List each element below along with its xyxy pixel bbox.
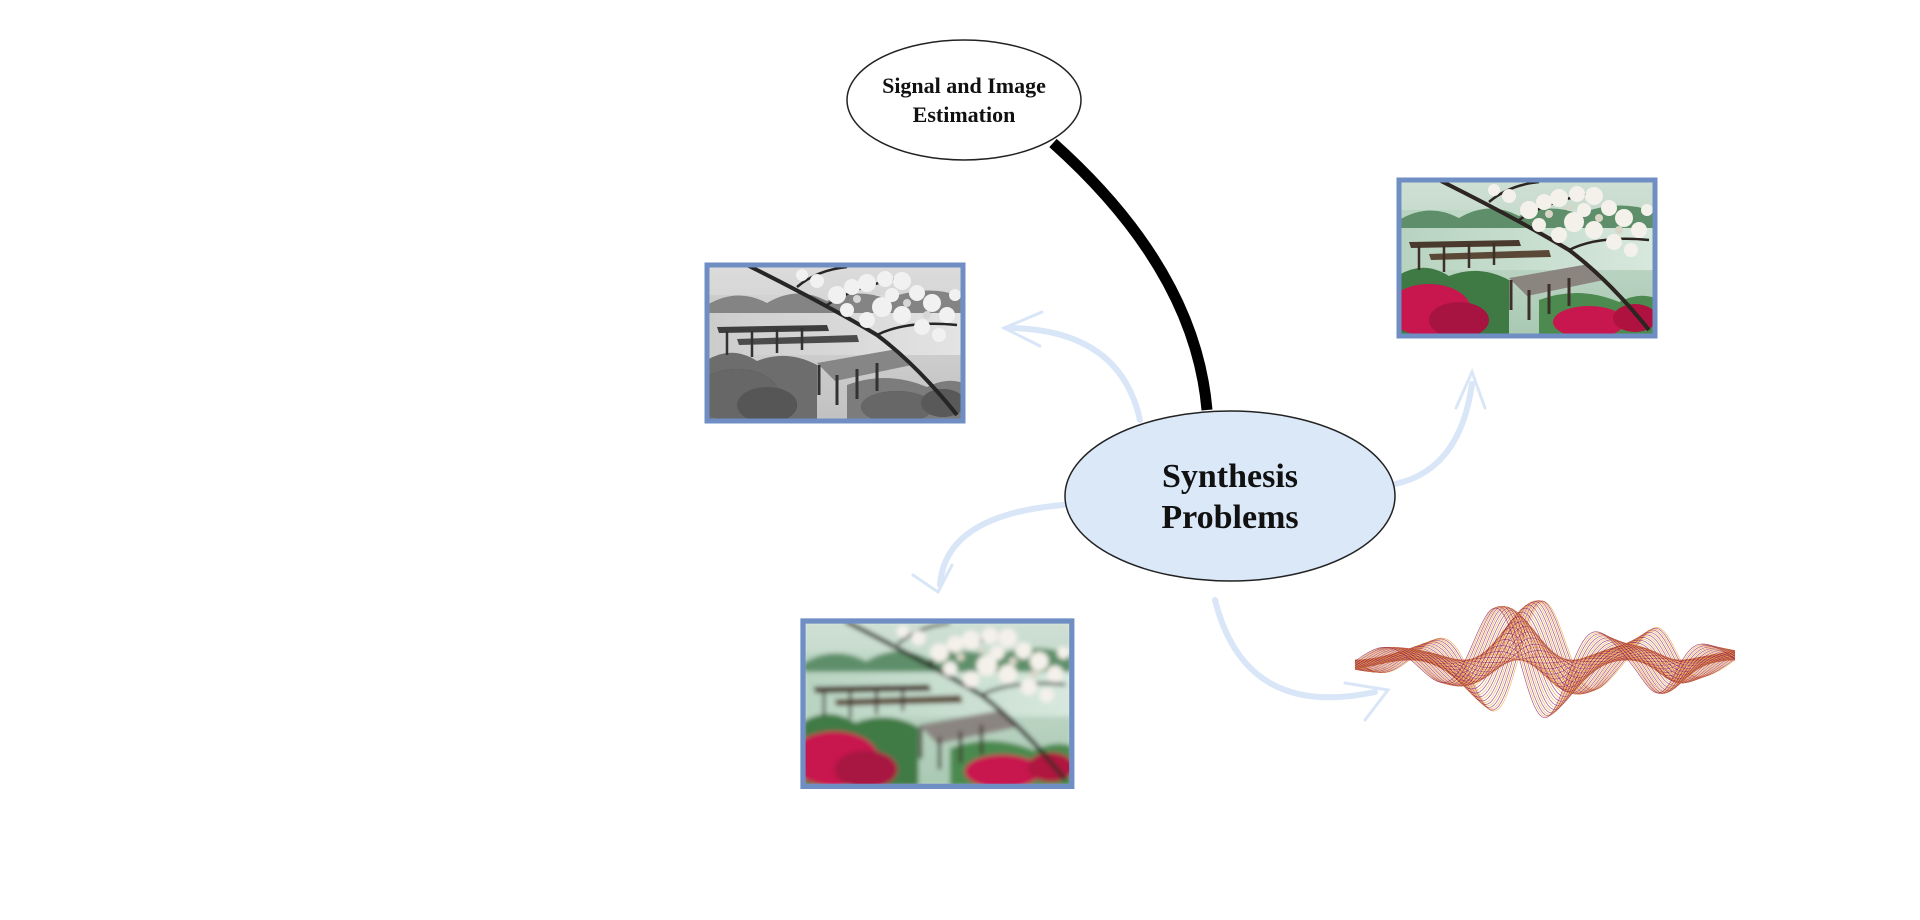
- blurred-garden-photo: [800, 618, 1075, 790]
- connector-line: [1049, 138, 1213, 411]
- arrow-to-grayscale-image: [1000, 310, 1143, 423]
- top-node-signal-image-estimation: Signal and Image Estimation: [846, 39, 1082, 161]
- sine-ribbon-signal: [1354, 600, 1736, 719]
- top-node-line1: Signal and Image: [882, 73, 1046, 98]
- central-node-line1: Synthesis: [1162, 458, 1298, 495]
- top-node-line2: Estimation: [913, 102, 1016, 127]
- waveform-strand: [1354, 606, 1736, 696]
- arrow-to-color-image: [1392, 367, 1487, 487]
- color-garden-photo: [1396, 177, 1658, 339]
- waveform-strand: [1354, 605, 1736, 714]
- waveform-strand: [1354, 606, 1736, 715]
- arrow-to-blurred-image: [911, 502, 1066, 595]
- waveform-strand: [1354, 606, 1736, 710]
- waveform-strand: [1354, 606, 1736, 718]
- waveform-strand: [1354, 607, 1736, 719]
- grayscale-garden-photo: [704, 262, 966, 424]
- central-node-synthesis-problems: Synthesis Problems: [1064, 410, 1396, 582]
- central-node-line2: Problems: [1161, 499, 1298, 536]
- waveform-strand: [1354, 605, 1736, 712]
- arrow-to-waveform: [1212, 597, 1391, 722]
- waveform-strand: [1354, 606, 1736, 717]
